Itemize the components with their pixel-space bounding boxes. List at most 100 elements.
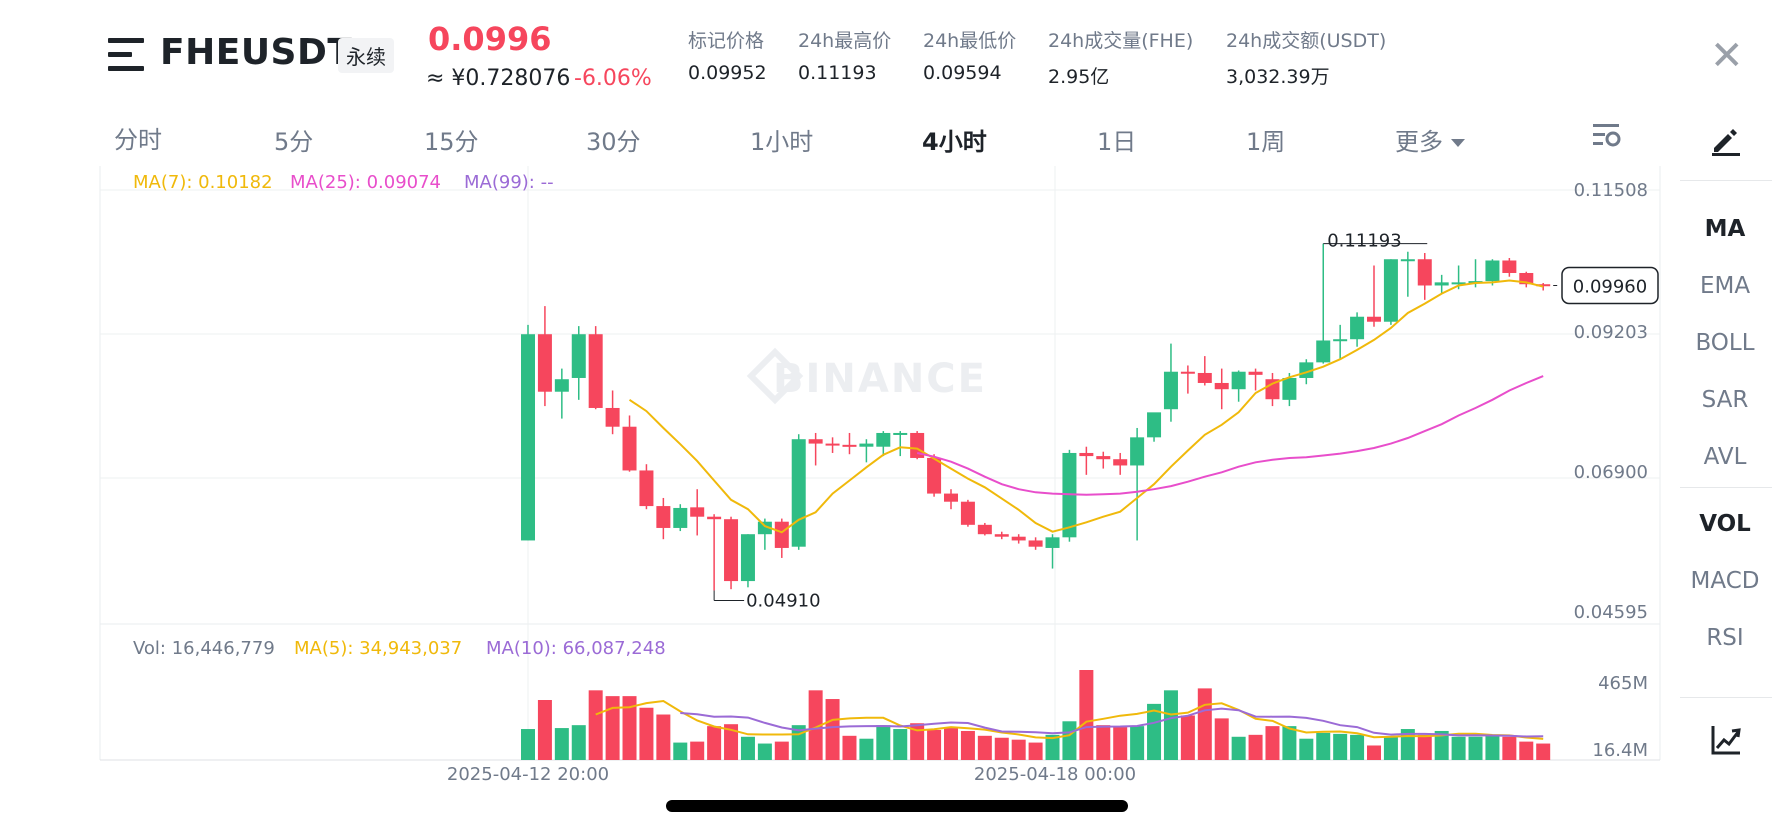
candle-body [1113, 459, 1128, 466]
volume-bar [1536, 743, 1551, 760]
tab-timeframe-30m[interactable]: 30分 [586, 128, 641, 156]
candle-body [927, 457, 942, 494]
candle-body [1536, 284, 1551, 287]
volume-bar [1062, 721, 1077, 760]
contract-type-badge: 永续 [338, 38, 394, 73]
candlestick-chart[interactable]: BINANCE MA(7): 0.10182 MA(25): 0.09074 MA(9… [0, 0, 1680, 800]
menu-icon[interactable] [108, 38, 144, 72]
draw-tool-icon[interactable] [1710, 124, 1742, 156]
indicator-ma[interactable]: MA [1704, 216, 1746, 242]
volume-bar [740, 736, 755, 760]
more-label: 更多 [1395, 128, 1443, 156]
time-axis-label: 2025-04-18 00:00 [974, 764, 1136, 785]
volume-bar [1214, 718, 1229, 760]
volume-bar [1485, 735, 1500, 760]
candle-body [656, 506, 671, 528]
volume-bar [622, 696, 637, 760]
candle-body [1519, 272, 1534, 285]
indicator-vol[interactable]: VOL [1699, 511, 1751, 537]
candle-body [639, 470, 654, 507]
volume-bar [1163, 690, 1178, 760]
candle-body [1231, 371, 1246, 390]
volume-bar [1417, 734, 1432, 760]
candle-body [960, 501, 975, 525]
chart-settings-icon[interactable] [1592, 122, 1622, 148]
volume-bar [605, 696, 620, 760]
candle-body [825, 443, 840, 446]
candle-body [1180, 371, 1195, 374]
volume-bar [656, 714, 671, 760]
candle-body [1096, 456, 1111, 460]
time-axis-label: 2025-04-12 20:00 [447, 764, 609, 785]
stat-label-mark-price: 标记价格 [688, 30, 765, 52]
volume-bar [1079, 670, 1094, 760]
tab-timeframe-1d[interactable]: 1日 [1097, 128, 1137, 156]
tab-timeframe-1h[interactable]: 1小时 [750, 128, 814, 156]
sidebar-divider [1680, 180, 1772, 181]
stat-label-24h-volume: 24h成交量(FHE) [1048, 30, 1194, 52]
candle-body [1028, 540, 1043, 547]
candle-body [1282, 377, 1297, 400]
volume-bar [910, 723, 925, 760]
home-indicator [666, 800, 1128, 812]
volume-bar [1147, 703, 1162, 760]
volume-bar [1113, 727, 1128, 760]
candle-body [757, 521, 772, 535]
cny-price: ≈ ¥0.728076 [426, 66, 571, 91]
symbol-title[interactable]: FHEUSDT [160, 32, 353, 73]
tab-timeframe-more[interactable]: 更多 [1395, 122, 1465, 157]
volume-bar [757, 743, 772, 760]
candle-body [1451, 282, 1466, 285]
watermark-logo [746, 347, 804, 405]
current-price-label: 0.09960 [1573, 276, 1647, 297]
volume-bar [1383, 736, 1398, 760]
indicator-rsi[interactable]: RSI [1706, 625, 1744, 651]
tab-timeframe-15m[interactable]: 15分 [424, 128, 479, 156]
price-axis-tick: 0.06900 [1574, 462, 1648, 483]
candle-body [1350, 316, 1365, 340]
volume-bar [1451, 736, 1466, 760]
volume-ma10-line [680, 707, 1544, 738]
volume-bar [1045, 734, 1060, 760]
last-price: 0.0996 [428, 20, 552, 58]
indicator-macd[interactable]: MACD [1690, 568, 1760, 594]
candle-body [1214, 382, 1229, 390]
volume-bar [1367, 745, 1381, 760]
candle-body [774, 521, 789, 548]
volume-bar [588, 690, 603, 760]
volume-bar [944, 728, 958, 760]
stat-value-mark-price: 0.09952 [688, 62, 767, 84]
volume-bar [537, 700, 552, 760]
candle-body [724, 519, 739, 582]
candle-body [1248, 371, 1263, 375]
stat-value-24h-low: 0.09594 [923, 62, 1002, 84]
candle-body [893, 432, 908, 435]
volume-bar [1299, 738, 1314, 760]
close-icon[interactable]: ✕ [1710, 33, 1744, 79]
volume-bar [521, 729, 535, 760]
candle-body [1197, 372, 1212, 383]
candle-body [1011, 536, 1026, 541]
tab-timeframe-5m[interactable]: 5分 [274, 128, 314, 156]
stat-label-24h-turnover: 24h成交额(USDT) [1226, 30, 1387, 52]
indicator-sar[interactable]: SAR [1701, 387, 1749, 413]
indicator-ema[interactable]: EMA [1699, 273, 1751, 299]
chart-type-icon[interactable] [1710, 724, 1742, 756]
volume-bar [1502, 736, 1517, 760]
volume-bar [1248, 734, 1263, 760]
volume-bar [1197, 688, 1212, 760]
sidebar-divider [1680, 487, 1772, 488]
candle-body [588, 334, 603, 408]
candle-body [859, 443, 874, 447]
indicator-boll[interactable]: BOLL [1695, 330, 1755, 356]
volume-bar [1096, 725, 1111, 760]
candle-body [673, 507, 688, 528]
tab-timeframe-1w[interactable]: 1周 [1246, 128, 1286, 156]
tab-timeframe-4h[interactable]: 4小时 [922, 128, 987, 156]
volume-bar [1468, 736, 1483, 760]
candle-body [521, 334, 535, 541]
candle-body [740, 534, 755, 582]
volume-bar [1316, 732, 1331, 760]
indicator-avl[interactable]: AVL [1703, 444, 1747, 470]
tab-timeframe-line[interactable]: 分时 [114, 126, 162, 154]
